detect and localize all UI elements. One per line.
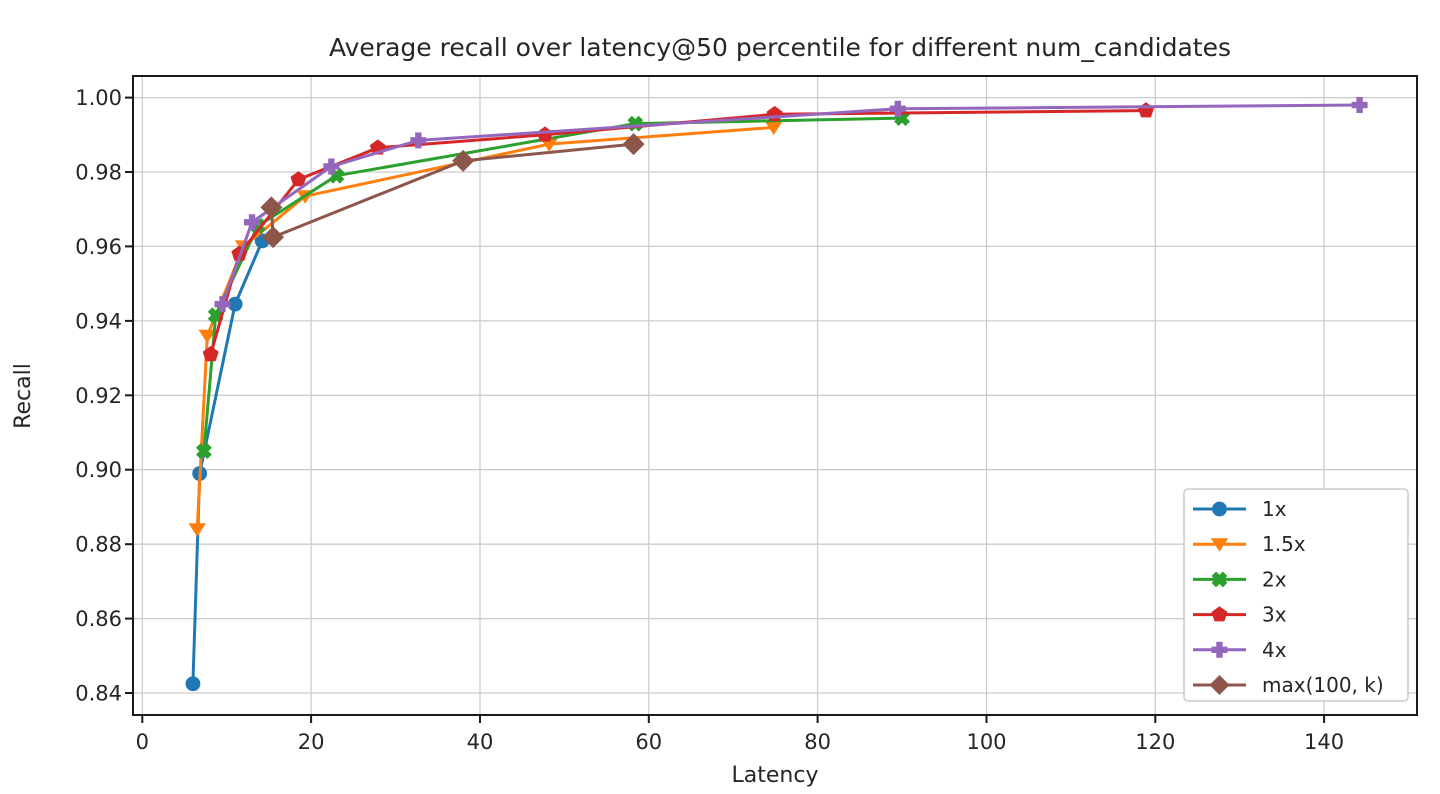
plot-area: 0 20 40 60 80 100 120 1400.840.860.880.900.920.… <box>75 75 1418 754</box>
legend-label: 1x <box>1262 497 1287 521</box>
series-3x <box>202 102 1154 362</box>
legend-item-max-100-k-: max(100, k) <box>1193 673 1384 697</box>
legend-label: 3x <box>1262 603 1287 627</box>
x-axis: 0 20 40 60 80 100 120 140 <box>136 715 1344 754</box>
legend-item-4x: 4x <box>1193 638 1287 662</box>
legend-label: 2x <box>1262 567 1287 591</box>
y-tick-label: 1.00 <box>75 86 122 110</box>
x-axis-label: Latency <box>732 763 819 788</box>
legend-item-1x: 1x <box>1193 497 1287 521</box>
x-tick-label: 60 <box>635 730 662 754</box>
x-tick-label: 20 <box>298 730 325 754</box>
series-max-100-k- <box>260 133 645 249</box>
y-tick-label: 0.88 <box>75 533 122 557</box>
y-tick-label: 0.94 <box>75 309 122 333</box>
x-tick-label: 140 <box>1304 730 1344 754</box>
legend-item-1.5x: 1.5x <box>1193 532 1306 556</box>
x-tick-label: 100 <box>966 730 1006 754</box>
legend-item-2x: 2x <box>1193 567 1287 591</box>
series-1.5x <box>188 121 783 537</box>
legend-item-3x: 3x <box>1193 603 1287 627</box>
x-tick-label: 0 <box>136 730 149 754</box>
x-tick-label: 120 <box>1135 730 1175 754</box>
y-tick-label: 0.96 <box>75 235 122 259</box>
y-axis-label: Recall <box>11 363 36 429</box>
y-axis: 0.84 0.86 0.88 0.90 0.92 0.94 0.96 0.98 1.00 <box>75 86 133 706</box>
y-tick-label: 0.90 <box>75 458 122 482</box>
x-tick-label: 80 <box>804 730 831 754</box>
series-4x <box>214 97 1368 313</box>
legend-label: 4x <box>1262 638 1287 662</box>
x-tick-label: 40 <box>467 730 494 754</box>
series-1x <box>185 233 270 692</box>
series-2x <box>195 110 910 460</box>
legend-label: max(100, k) <box>1262 673 1384 697</box>
y-tick-label: 0.98 <box>75 161 122 185</box>
legend-label: 1.5x <box>1262 532 1306 556</box>
y-tick-label: 0.92 <box>75 384 122 408</box>
legend: 1x 1.5x 2x 3x 4x max(100, k) <box>1183 488 1409 702</box>
chart-title: Average recall over latency@50 percentil… <box>329 33 1231 62</box>
y-tick-label: 0.84 <box>75 682 122 706</box>
y-tick-label: 0.86 <box>75 607 122 631</box>
